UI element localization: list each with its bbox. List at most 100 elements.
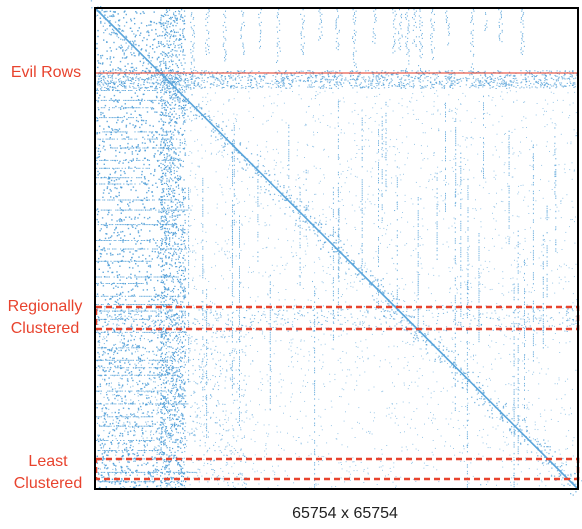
nonzero-dot [177, 432, 179, 434]
nonzero-dot [471, 17, 473, 19]
nonzero-dot [118, 194, 120, 197]
nonzero-dot [102, 456, 104, 459]
nonzero-dot [358, 73, 360, 75]
nonzero-dot [559, 70, 561, 72]
nonzero-dot [133, 170, 135, 172]
nonzero-dot [138, 86, 140, 88]
nonzero-dot [384, 76, 386, 78]
nonzero-dot [114, 411, 116, 414]
nonzero-dot [163, 46, 165, 48]
nonzero-dot [124, 152, 126, 154]
nonzero-dot [388, 84, 390, 86]
nonzero-dot [183, 58, 185, 60]
nonzero-dot [153, 448, 155, 450]
nonzero-dot [109, 423, 111, 425]
nonzero-dot [179, 178, 181, 181]
nonzero-dot [164, 466, 166, 469]
nonzero-dot [161, 151, 163, 153]
nonzero-dot [468, 70, 470, 72]
nonzero-dot [400, 45, 402, 47]
nonzero-dot [104, 224, 107, 227]
nonzero-dot [172, 234, 175, 236]
nonzero-dot [356, 66, 357, 68]
nonzero-dot [430, 77, 432, 79]
nonzero-dot [326, 81, 329, 83]
nonzero-dot [174, 262, 176, 264]
nonzero-dot [155, 293, 157, 295]
nonzero-dot [176, 166, 178, 168]
nonzero-dot [115, 347, 117, 349]
nonzero-dot [109, 24, 111, 27]
nonzero-dot [276, 73, 278, 75]
nonzero-dot [96, 120, 98, 122]
nonzero-dot [115, 90, 117, 91]
nonzero-dot [140, 32, 142, 34]
nonzero-dot [161, 183, 163, 185]
nonzero-dot [515, 86, 517, 88]
nonzero-dot [162, 418, 164, 421]
nonzero-dot [413, 13, 415, 15]
nonzero-dot [191, 78, 193, 80]
nonzero-dot [406, 44, 408, 46]
nonzero-dot [173, 481, 175, 483]
nonzero-dot [408, 74, 410, 76]
nonzero-dot [142, 346, 144, 349]
nonzero-dot [450, 80, 452, 82]
nonzero-dot [101, 63, 104, 65]
nonzero-dot [494, 80, 496, 82]
nonzero-dot [224, 37, 226, 39]
nonzero-dot [169, 170, 172, 172]
nonzero-dot [164, 172, 167, 175]
nonzero-dot [376, 85, 378, 87]
nonzero-dot [127, 183, 130, 186]
nonzero-dot [333, 83, 336, 85]
nonzero-dot [250, 78, 252, 80]
nonzero-dot [138, 27, 140, 29]
nonzero-dot [302, 23, 304, 25]
nonzero-dot [401, 17, 402, 19]
nonzero-dot [184, 196, 186, 198]
nonzero-dot [172, 226, 174, 228]
nonzero-dot [134, 460, 136, 462]
nonzero-dot [265, 82, 267, 84]
nonzero-dot [180, 47, 183, 49]
nonzero-dot [524, 79, 526, 80]
nonzero-dot [161, 431, 163, 433]
nonzero-dot [174, 20, 176, 22]
nonzero-dot [128, 312, 130, 314]
nonzero-dot [292, 78, 294, 80]
nonzero-dot [167, 87, 169, 89]
nonzero-dot [168, 257, 170, 259]
nonzero-dot [407, 52, 409, 54]
nonzero-dot [123, 335, 125, 337]
nonzero-dot [406, 12, 408, 14]
nonzero-dot [166, 482, 168, 484]
nonzero-dot [377, 76, 379, 78]
nonzero-dot [99, 73, 102, 75]
nonzero-dot [472, 15, 473, 17]
nonzero-dot [440, 83, 442, 85]
nonzero-dot [172, 301, 174, 304]
nonzero-dot [174, 90, 176, 92]
nonzero-dot [119, 60, 122, 63]
nonzero-dot [168, 257, 170, 259]
nonzero-dot [156, 111, 158, 113]
nonzero-dot [165, 224, 167, 226]
nonzero-dot [177, 464, 179, 466]
nonzero-dot [151, 420, 153, 423]
nonzero-dot [473, 23, 474, 25]
nonzero-dot [430, 34, 432, 36]
nonzero-dot [116, 348, 118, 350]
nonzero-dot [166, 381, 168, 383]
nonzero-dot [277, 44, 279, 46]
nonzero-dot [525, 84, 527, 86]
nonzero-dot [166, 435, 168, 437]
nonzero-dot [158, 74, 160, 75]
nonzero-dot [160, 41, 162, 43]
nonzero-dot [282, 84, 285, 86]
nonzero-dot [182, 396, 184, 398]
nonzero-dot [124, 73, 127, 75]
nonzero-dot [166, 213, 168, 215]
nonzero-dot [189, 84, 191, 86]
nonzero-dot [164, 237, 166, 239]
